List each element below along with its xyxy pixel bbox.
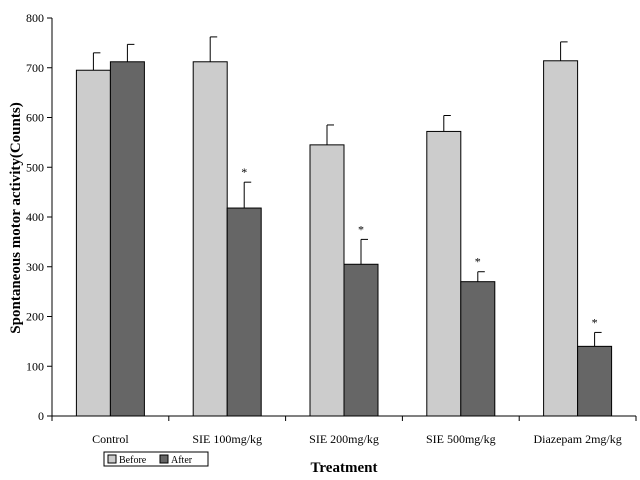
y-tick-label: 100 [26, 359, 44, 373]
bar-after [577, 345, 613, 417]
bar-after [226, 207, 262, 417]
bar-after [343, 263, 379, 417]
y-tick-label: 400 [26, 210, 44, 224]
y-tick-label: 500 [26, 160, 44, 174]
y-tick-label: 800 [26, 11, 44, 25]
x-axis-title: Treatment [311, 460, 378, 476]
legend-label-after: After [171, 455, 193, 466]
x-category-label: Control [92, 432, 129, 446]
bar-before [192, 61, 228, 417]
x-category-label: SIE 100mg/kg [192, 432, 262, 446]
bar-before [75, 69, 111, 417]
x-axis-categories: Control SIE 100mg/kg SIE 200mg/kg SIE 500mg… [51, 416, 637, 446]
error-bars [92, 36, 602, 347]
x-category-label: SIE 500mg/kg [426, 432, 496, 446]
legend-box [103, 451, 209, 467]
x-category-label: Diazepam 2mg/kg [533, 432, 621, 446]
significance-asterisk: * [358, 222, 364, 236]
legend: Before After [103, 451, 209, 467]
significance-asterisk: * [241, 165, 247, 179]
y-tick-label: 700 [26, 61, 44, 75]
y-axis-title: Spontaneous motor activity(Counts) [8, 102, 24, 333]
bar-after [460, 281, 496, 417]
bar-after [109, 61, 145, 417]
legend-swatch-before [107, 454, 117, 464]
bar-before [426, 130, 462, 417]
legend-label-before: Before [119, 455, 147, 466]
legend-swatch-after [159, 454, 169, 464]
significance-asterisk: * [592, 315, 598, 329]
bar-before [309, 144, 345, 417]
x-category-label: SIE 200mg/kg [309, 432, 379, 446]
y-tick-label: 600 [26, 111, 44, 125]
y-tick-label: 200 [26, 310, 44, 324]
bars [75, 60, 613, 417]
significance-asterisk: * [475, 255, 481, 269]
y-tick-label: 0 [38, 409, 44, 423]
y-tick-label: 300 [26, 260, 44, 274]
bar-before [543, 60, 579, 417]
y-axis-ticks: 0 100 200 300 400 500 600 700 800 [26, 11, 52, 423]
significance-markers: * * * * [241, 165, 597, 329]
